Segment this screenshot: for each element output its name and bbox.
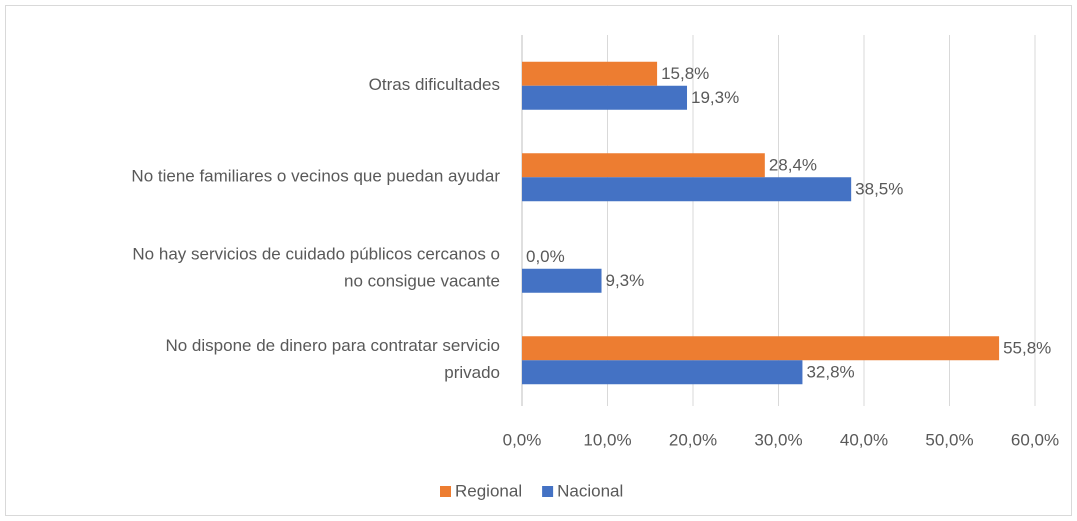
data-label: 9,3%	[606, 271, 645, 290]
bar	[522, 336, 1000, 361]
x-tick-label: 30,0%	[754, 430, 802, 449]
label-line: No dispone de dinero para contratar serv…	[165, 336, 500, 355]
bar	[522, 153, 765, 178]
data-label: 15,8%	[661, 64, 709, 83]
bar	[522, 360, 803, 385]
data-label: 32,8%	[806, 363, 854, 382]
label-line: No hay servicios de cuidado públicos cer…	[132, 245, 500, 264]
data-label: 28,4%	[769, 156, 817, 175]
legend-swatch	[542, 486, 554, 497]
legend-label: Regional	[455, 481, 522, 500]
y-tick-label: No hay servicios de cuidado públicos cer…	[132, 245, 500, 291]
bar	[522, 85, 688, 110]
legend-label: Nacional	[557, 481, 623, 500]
legend-swatch	[440, 486, 451, 497]
data-label: 19,3%	[691, 88, 739, 107]
x-tick-label: 0,0%	[503, 430, 542, 449]
y-tick-label: No tiene familiares o vecinos que puedan…	[131, 167, 500, 186]
x-tick-label: 20,0%	[669, 430, 717, 449]
bar	[522, 177, 852, 202]
label-line: privado	[444, 363, 500, 382]
bar	[522, 268, 602, 293]
x-tick-label: 60,0%	[1011, 430, 1059, 449]
label-line: no consigue vacante	[344, 272, 500, 291]
data-label: 38,5%	[855, 180, 903, 199]
x-tick-label: 50,0%	[925, 430, 973, 449]
bar	[522, 61, 658, 86]
y-tick-label: Otras dificultades	[369, 75, 500, 94]
x-tick-label: 10,0%	[583, 430, 631, 449]
data-label: 0,0%	[526, 247, 565, 266]
y-tick-label: No dispone de dinero para contratar serv…	[165, 336, 500, 382]
x-tick-label: 40,0%	[840, 430, 888, 449]
data-label: 55,8%	[1003, 339, 1051, 358]
